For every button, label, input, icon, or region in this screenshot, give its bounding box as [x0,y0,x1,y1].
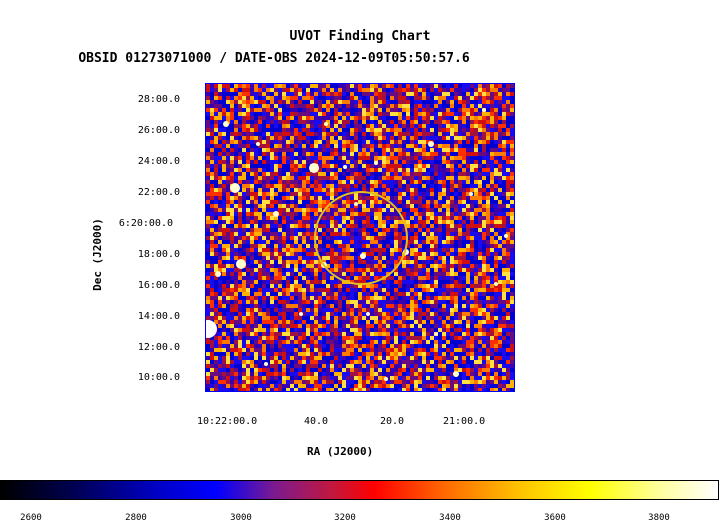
star [324,122,328,126]
star [256,142,260,146]
star [504,234,508,238]
y-tick-label: 12:00.0 [137,342,180,353]
star [215,271,221,277]
star [384,377,388,381]
star [230,183,240,193]
star [223,121,229,127]
star [236,259,246,269]
star [343,165,347,169]
x-tick-label: 10:22:00.0 [197,416,258,427]
x-tick-label: 40.0 [304,416,329,427]
star [360,253,366,259]
star [264,362,268,366]
x-tick-label: 20.0 [380,416,405,427]
colorbar-tick-label: 3200 [334,513,356,523]
image-plot-area[interactable] [205,83,515,392]
colorbar-tick-label: 2800 [125,513,147,523]
star [453,371,459,377]
sky-image [206,84,514,391]
y-tick-label: 16:00.0 [137,280,180,291]
star [309,163,319,173]
chart-subtitle: OBSID 01273071000 / DATE-OBS 2024-12-09T… [78,51,470,66]
y-tick-label: 6:20:00.0 [118,218,173,229]
colorbar-tick-label: 3600 [544,513,566,523]
y-tick-label: 14:00.0 [137,311,180,322]
star [374,161,378,165]
chart-title: UVOT Finding Chart [289,29,431,44]
star [482,108,486,112]
colorbar-tick-label: 3400 [439,513,461,523]
star [354,202,358,206]
star [494,282,498,286]
x-axis-title: RA (J2000) [307,445,374,458]
colorbar-tick-label: 2600 [20,513,42,523]
star [366,312,370,316]
bright-source [206,320,217,338]
y-tick-label: 24:00.0 [137,156,180,167]
y-tick-label: 18:00.0 [137,249,180,260]
star [469,192,473,196]
y-tick-label: 22:00.0 [137,187,180,198]
x-tick-label: 21:00.0 [443,416,486,427]
star [273,211,279,217]
colorbar-tick-label: 3000 [230,513,252,523]
y-tick-label: 28:00.0 [137,94,180,105]
y-axis-title: Dec (J2000) [90,218,104,291]
star [434,332,438,336]
star [299,312,303,316]
colorbar-tick-label: 3800 [648,513,670,523]
target-circle [314,191,408,285]
y-tick-label: 10:00.0 [137,372,180,383]
colorbar [0,480,719,500]
y-tick-label: 26:00.0 [137,125,180,136]
star [428,141,434,147]
